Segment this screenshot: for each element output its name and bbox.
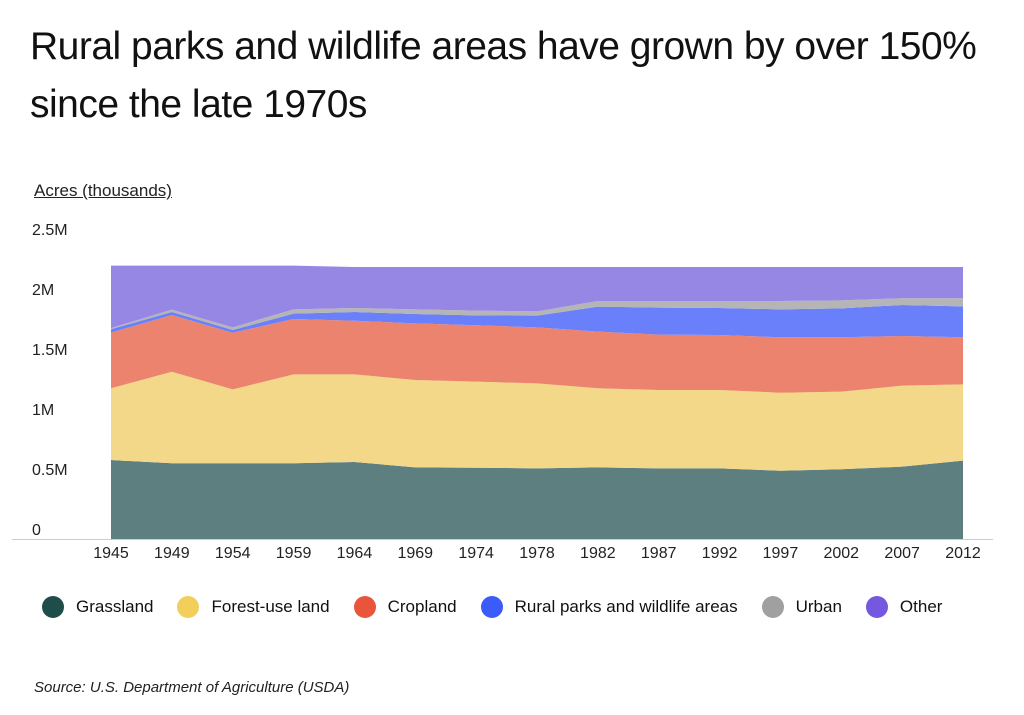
- x-tick-label: 1969: [397, 545, 433, 562]
- legend-item: Other: [865, 596, 943, 618]
- legend-item: Grassland: [42, 596, 153, 618]
- legend-label: Urban: [795, 597, 842, 616]
- x-tick-label: 2002: [823, 545, 859, 562]
- y-tick-label: 0.5M: [32, 462, 68, 479]
- x-tick-label: 1992: [702, 545, 738, 562]
- x-tick-label: 1964: [337, 545, 373, 562]
- legend-swatch: [761, 596, 784, 618]
- legend-swatch: [865, 596, 888, 618]
- x-tick-label: 1949: [154, 545, 190, 562]
- legend-swatch: [480, 596, 503, 618]
- x-tick-label: 1959: [276, 545, 312, 562]
- legend-label: Grassland: [76, 597, 154, 616]
- x-tick-label: 1978: [519, 545, 555, 562]
- y-axis-label: Acres (thousands): [34, 181, 172, 200]
- y-tick-label: 1M: [32, 402, 54, 419]
- legend-swatch: [177, 596, 200, 618]
- x-tick-label: 2007: [884, 545, 920, 562]
- area-forest-use-land: [111, 371, 963, 471]
- chart-title: Rural parks and wildlife areas have grow…: [30, 25, 977, 126]
- legend-item: Urban: [761, 596, 842, 618]
- area-rural-parks-and-wildlife-areas: [111, 305, 963, 338]
- y-tick-label: 2M: [32, 282, 54, 299]
- area-other: [111, 265, 963, 329]
- x-tick-label: 1954: [215, 545, 251, 562]
- source-note: Source: U.S. Department of Agriculture (…: [34, 679, 350, 696]
- legend-label: Forest-use land: [211, 597, 330, 616]
- x-tick-label: 1974: [458, 545, 494, 562]
- x-tick-label: 1987: [641, 545, 677, 562]
- legend-item: Cropland: [353, 596, 457, 618]
- x-tick-label: 2012: [945, 545, 981, 562]
- legend-label: Rural parks and wildlife areas: [514, 597, 738, 616]
- y-tick-label: 1.5M: [32, 342, 68, 359]
- area-urban: [111, 298, 963, 330]
- area-cropland: [111, 314, 963, 393]
- y-tick-label: 2.5M: [32, 222, 68, 239]
- x-tick-label: 1997: [763, 545, 799, 562]
- area-grassland: [111, 460, 963, 539]
- y-tick-label: 0: [32, 522, 41, 539]
- legend-item: Rural parks and wildlife areas: [480, 596, 738, 618]
- legend-item: Forest-use land: [177, 596, 330, 618]
- x-tick-label: 1945: [93, 545, 129, 562]
- legend-label: Cropland: [387, 597, 457, 616]
- legend-swatch: [353, 596, 376, 618]
- legend-label: Other: [899, 597, 943, 616]
- legend: Grassland Forest-use land Cropland Rural pa…: [42, 596, 942, 618]
- x-tick-label: 1982: [580, 545, 616, 562]
- legend-swatch: [42, 596, 64, 618]
